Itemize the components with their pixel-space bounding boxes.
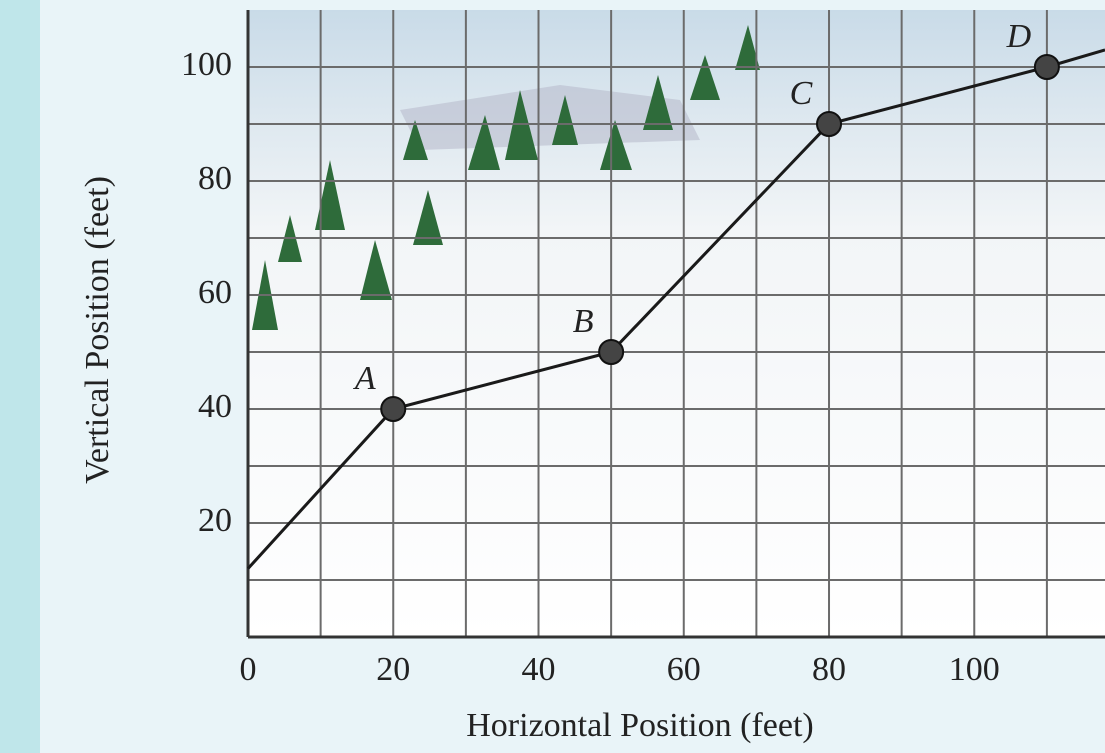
y-tick-label: 60	[198, 274, 232, 311]
y-tick-label: 40	[198, 388, 232, 425]
point	[599, 340, 623, 364]
point-label: C	[790, 75, 813, 112]
x-tick-label: 60	[667, 651, 701, 688]
y-tick-label: 20	[198, 502, 232, 539]
y-tick-label: 80	[198, 160, 232, 197]
point	[381, 397, 405, 421]
y-axis-title: Vertical Position (feet)	[79, 176, 116, 484]
x-tick-label: 80	[812, 651, 846, 688]
point	[1035, 55, 1059, 79]
page-margin	[0, 0, 40, 753]
point	[817, 112, 841, 136]
chart: Horizontal Position (feet) Vertical Posi…	[0, 0, 1105, 753]
point-label: D	[1006, 18, 1032, 55]
x-tick-label: 20	[376, 651, 410, 688]
x-tick-label: 0	[240, 651, 257, 688]
x-axis-title: Horizontal Position (feet)	[466, 707, 813, 744]
x-tick-label: 40	[522, 651, 556, 688]
point-label: A	[353, 360, 376, 397]
y-tick-label: 100	[181, 46, 232, 83]
point-label: B	[573, 303, 594, 340]
x-tick-label: 100	[949, 651, 1000, 688]
